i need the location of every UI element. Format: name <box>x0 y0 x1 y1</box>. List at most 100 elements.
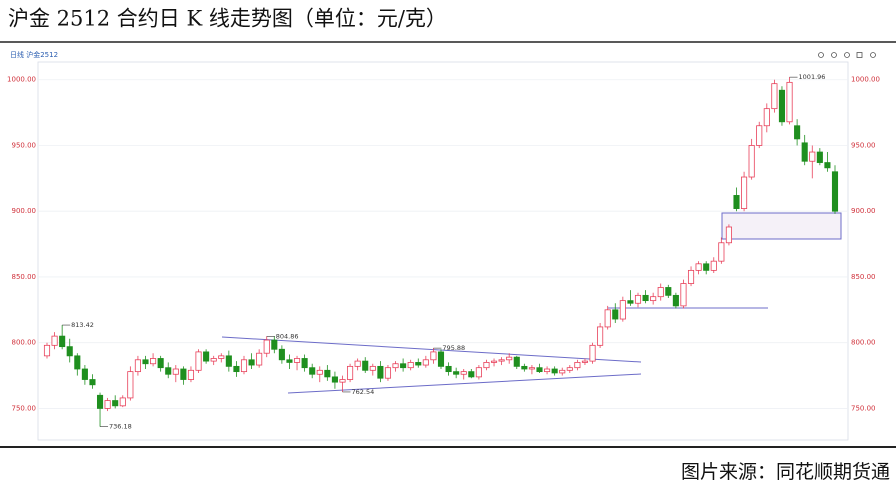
candle-body <box>309 367 316 375</box>
candle-body <box>468 371 475 378</box>
candle-body <box>801 142 808 162</box>
candle-body <box>460 371 467 375</box>
candle-body <box>778 89 786 123</box>
candle-body <box>225 355 232 367</box>
candle-body <box>316 369 323 375</box>
candle-body <box>748 145 755 178</box>
candle-body <box>422 359 429 366</box>
candle-body <box>172 368 179 375</box>
candle-body <box>513 356 520 367</box>
candle-body <box>521 365 528 370</box>
candle-body <box>612 309 619 320</box>
page-title: 沪金 2512 合约日 K 线走势图（单位：元/克） <box>8 7 447 31</box>
candle-body <box>59 335 66 348</box>
candle-body <box>498 359 505 362</box>
candle-body <box>240 359 248 373</box>
y2-tick-label: 800.00 <box>851 339 876 347</box>
y-tick-label: 900.00 <box>12 207 37 215</box>
candle-body <box>112 400 119 407</box>
candle-body <box>597 326 604 346</box>
candle-body <box>718 242 725 262</box>
candle-body <box>710 260 717 271</box>
candle-body <box>233 365 240 373</box>
candle-body <box>786 81 793 123</box>
candle-body <box>354 360 361 367</box>
candle-body <box>490 360 498 363</box>
candle-body <box>331 376 338 383</box>
candle-body <box>574 362 581 369</box>
candle-body <box>687 269 695 284</box>
candle-body <box>634 294 642 304</box>
candle-body <box>483 362 490 369</box>
candle-body <box>256 352 263 366</box>
tool-icon[interactable] <box>818 52 824 58</box>
candle-body <box>589 344 596 362</box>
candle-body <box>831 171 839 212</box>
candle-body <box>339 379 346 383</box>
candle-body <box>134 359 141 373</box>
candle-body <box>218 355 225 359</box>
tool-icon[interactable] <box>844 52 850 58</box>
candle-body <box>74 355 81 370</box>
candle-body <box>544 368 551 373</box>
candle-body <box>809 151 816 162</box>
candle-body <box>763 108 770 127</box>
candle-body <box>536 367 543 373</box>
trend-line <box>287 373 642 394</box>
gap-box <box>721 212 842 240</box>
candle-body <box>324 369 331 378</box>
candle-body <box>627 300 634 304</box>
candle-body <box>119 397 126 407</box>
toolbar[interactable] <box>818 52 876 58</box>
candle-body <box>286 359 293 363</box>
candle-body <box>771 83 778 110</box>
candle-body <box>377 365 384 379</box>
annotation-label: 813.42 <box>71 321 94 329</box>
candle-body <box>506 356 513 361</box>
y2-tick-label: 850.00 <box>851 273 876 281</box>
annotation-label: 1001.96 <box>799 73 826 81</box>
candle-body <box>551 368 558 374</box>
annotation-label: 736.18 <box>109 423 132 431</box>
y2-tick-label: 900.00 <box>851 207 876 215</box>
candle-body <box>604 309 611 328</box>
candle-body <box>824 162 831 169</box>
candle-body <box>81 368 88 380</box>
y2-tick-label: 950.00 <box>851 141 876 149</box>
candle-body <box>657 287 664 298</box>
y-tick-label: 800.00 <box>12 339 37 347</box>
candle-body <box>96 394 104 409</box>
candle-body <box>695 263 702 271</box>
candle-body <box>195 351 202 371</box>
y-tick-label: 1000.00 <box>7 76 36 84</box>
candle-body <box>650 296 657 302</box>
tool-icon[interactable] <box>831 52 837 58</box>
tool-icon[interactable] <box>856 52 863 58</box>
y-tick-label: 850.00 <box>12 273 37 281</box>
drawings <box>221 212 842 394</box>
candle-body <box>187 369 195 380</box>
tool-icon[interactable] <box>870 52 876 58</box>
candle-body <box>203 351 210 362</box>
candle-body <box>66 346 73 357</box>
candle-body <box>437 351 445 367</box>
plot-frame <box>37 61 849 441</box>
candle-body <box>453 371 460 375</box>
candle-body <box>559 369 566 374</box>
candle-body <box>157 358 164 369</box>
candle-body <box>725 226 732 244</box>
candle-body <box>89 379 96 386</box>
candle-body <box>672 294 679 307</box>
candle-body <box>665 287 672 296</box>
candle-body <box>369 365 376 371</box>
candle-body <box>142 359 149 365</box>
candle-body <box>104 400 111 409</box>
candle-body <box>756 125 763 146</box>
candle-body <box>703 263 710 271</box>
candle-body <box>165 367 172 375</box>
candle-body <box>347 365 354 380</box>
candle-body <box>301 358 308 369</box>
candle-body <box>392 363 399 369</box>
candle-body <box>278 348 285 361</box>
